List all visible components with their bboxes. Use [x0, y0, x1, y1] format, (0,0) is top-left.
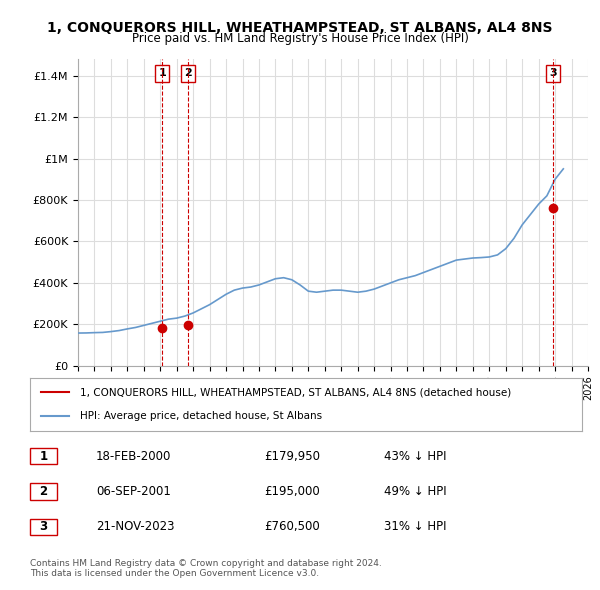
Text: 1: 1: [40, 450, 47, 463]
Text: HPI: Average price, detached house, St Albans: HPI: Average price, detached house, St A…: [80, 411, 322, 421]
Text: £195,000: £195,000: [264, 485, 320, 498]
Text: 43% ↓ HPI: 43% ↓ HPI: [384, 450, 446, 463]
Text: 06-SEP-2001: 06-SEP-2001: [96, 485, 171, 498]
Text: 1, CONQUERORS HILL, WHEATHAMPSTEAD, ST ALBANS, AL4 8NS (detached house): 1, CONQUERORS HILL, WHEATHAMPSTEAD, ST A…: [80, 388, 511, 398]
Text: Price paid vs. HM Land Registry's House Price Index (HPI): Price paid vs. HM Land Registry's House …: [131, 32, 469, 45]
Text: 18-FEB-2000: 18-FEB-2000: [96, 450, 172, 463]
Text: 1: 1: [158, 68, 166, 78]
Text: 2: 2: [40, 485, 47, 498]
Text: 49% ↓ HPI: 49% ↓ HPI: [384, 485, 446, 498]
Text: 31% ↓ HPI: 31% ↓ HPI: [384, 520, 446, 533]
Text: 3: 3: [550, 68, 557, 78]
Text: 1, CONQUERORS HILL, WHEATHAMPSTEAD, ST ALBANS, AL4 8NS: 1, CONQUERORS HILL, WHEATHAMPSTEAD, ST A…: [47, 21, 553, 35]
Text: 21-NOV-2023: 21-NOV-2023: [96, 520, 175, 533]
Text: £179,950: £179,950: [264, 450, 320, 463]
Text: £760,500: £760,500: [264, 520, 320, 533]
Text: 2: 2: [184, 68, 191, 78]
Text: Contains HM Land Registry data © Crown copyright and database right 2024.
This d: Contains HM Land Registry data © Crown c…: [30, 559, 382, 578]
Text: 3: 3: [40, 520, 47, 533]
